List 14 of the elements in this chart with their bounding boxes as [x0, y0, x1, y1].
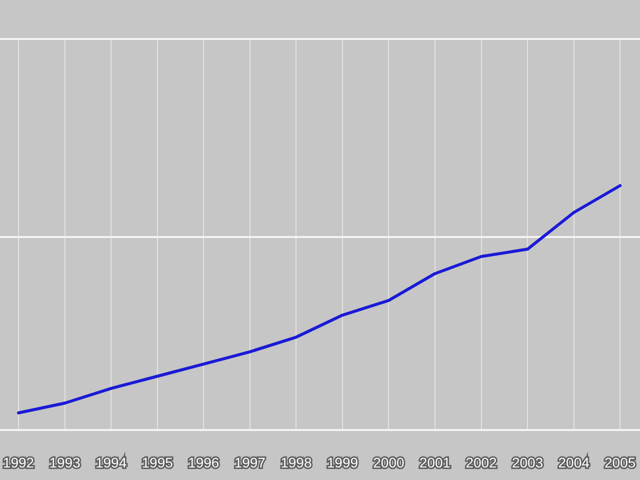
x-tick-label: 2005: [604, 454, 636, 470]
x-tick-label: 1996: [188, 454, 220, 470]
x-tick-label: 1993: [49, 454, 81, 470]
x-tick-label: 2003: [512, 454, 544, 470]
x-tick-label: 2002: [466, 454, 498, 470]
x-tick-label: 1994: [95, 454, 127, 470]
x-tick-label: 1999: [326, 454, 358, 470]
x-tick-label: 1995: [142, 454, 174, 470]
x-tick-label: 2001: [419, 454, 451, 470]
x-tick-label: 2004: [558, 454, 590, 470]
x-tick-label: 1997: [234, 454, 266, 470]
x-tick-label: 1998: [280, 454, 312, 470]
x-tick-label: 1992: [2, 454, 34, 470]
x-tick-label: 2000: [373, 454, 404, 470]
